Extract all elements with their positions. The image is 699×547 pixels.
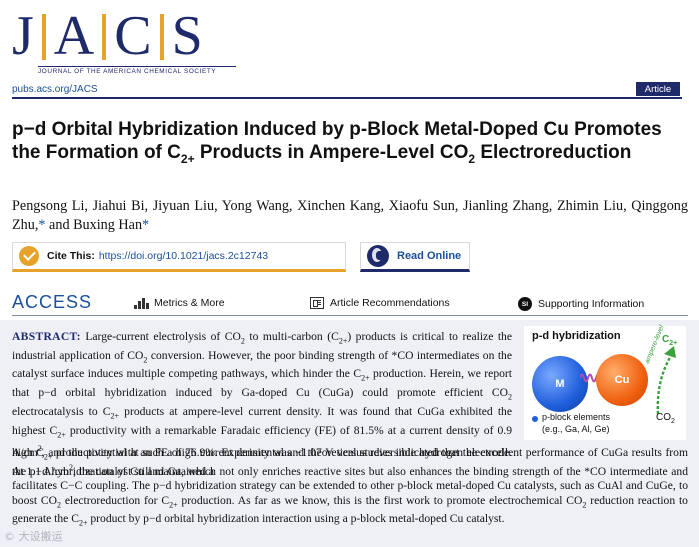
logo-letter-j: J [12,8,34,64]
metrics-label: Metrics & More [154,297,225,309]
logo-divider [42,14,46,60]
legend-line-2: (e.g., Ga, Al, Ge) [542,424,610,434]
check-circle-icon [19,246,39,266]
recommendations-icon [310,297,324,309]
access-divider [12,315,688,316]
author-list: Pengsong Li, Jiahui Bi, Jiyuan Liu, Yong… [12,197,688,235]
cite-label: Cite This: [47,250,95,262]
legend-line-1: p-block elements [542,412,610,422]
cu-atom: Cu [596,354,648,406]
abstract-lead: ABSTRACT: [12,330,81,343]
logo-letter-c: C [114,8,151,64]
logo-rule [38,66,236,67]
supporting-information-label: Supporting Information [538,298,644,310]
read-online-label: Read Online [397,250,461,262]
co2-reactant-label: CO2 [656,412,675,425]
access-heading: ACCESS [12,292,92,313]
cite-this-bar: Cite This: https://doi.org/10.1021/jacs.… [12,242,346,272]
supporting-information-link[interactable]: SI Supporting Information [518,297,644,311]
watermark: © 大设搬运 [4,528,63,544]
corresponding-author-mark[interactable]: * [38,217,45,233]
bar-chart-icon [134,298,148,309]
doi-link[interactable]: https://doi.org/10.1021/jacs.2c12743 [99,250,268,262]
logo-subtitle: JOURNAL OF THE AMERICAN CHEMICAL SOCIETY [38,68,216,75]
c2-product-label: C2+ [662,334,677,347]
metrics-and-more-link[interactable]: Metrics & More [134,297,225,309]
globe-icon [367,245,389,267]
header-divider [12,97,682,99]
article-title: p−d Orbital Hybridization Induced by p-B… [12,118,682,171]
article-type-badge: Article [636,82,680,96]
article-recommendations-link[interactable]: Article Recommendations [310,297,450,309]
jacs-logo: J A C S JOURNAL OF THE AMERICAN CHEMICAL… [12,8,242,78]
pubs-link[interactable]: pubs.acs.org/JACS [12,84,98,95]
logo-letter-a: A [54,8,94,64]
si-icon: SI [518,297,532,311]
corresponding-author-mark[interactable]: * [142,217,149,233]
legend-dot-icon [532,416,538,422]
read-online-button[interactable]: Read Online [360,242,470,272]
recommendations-label: Article Recommendations [330,297,450,309]
logo-letter-s: S [172,8,203,64]
toc-graphic[interactable]: p-d hybridization M Cu p-block elements … [524,326,686,440]
logo-divider [102,14,106,60]
logo-divider [160,14,164,60]
toc-title: p-d hybridization [532,330,621,342]
abstract-text-part2: high C2+ productivity with an FE of 76.9… [12,446,688,531]
